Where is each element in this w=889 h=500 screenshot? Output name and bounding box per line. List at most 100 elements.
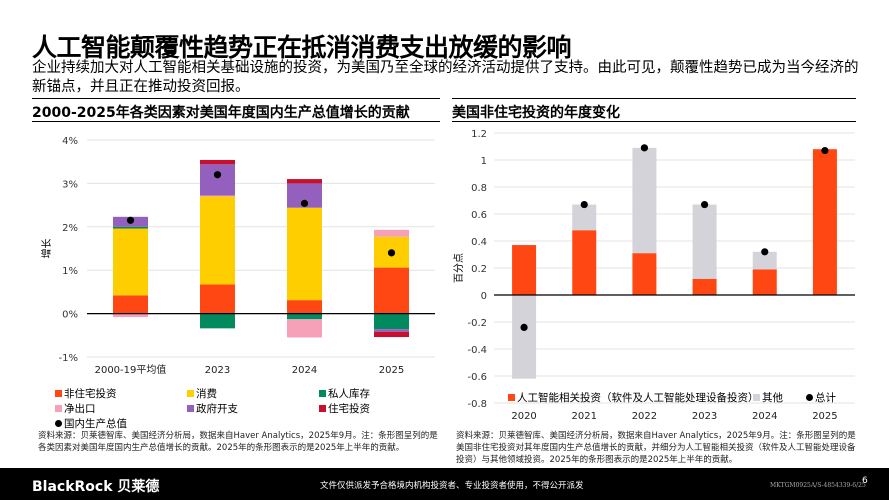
bar-segment — [200, 195, 235, 197]
bar-segment — [200, 159, 235, 165]
y-tick-label: 0 — [481, 291, 487, 302]
bar-segment — [113, 226, 148, 229]
bar-segment — [200, 164, 235, 196]
legend-label: 住宅投资 — [328, 403, 370, 415]
legend-label: 政府开支 — [196, 403, 238, 415]
total-point — [213, 171, 222, 179]
total-point — [821, 146, 829, 155]
y-tick-label: 0.2 — [471, 264, 487, 275]
bar-segment — [374, 331, 409, 338]
bar-segment — [287, 207, 322, 301]
y-tick-label: -0.2 — [467, 318, 487, 329]
brand-logo: BlackRock 贝莱德 — [32, 479, 160, 495]
bar-segment — [752, 269, 777, 295]
bar-segment — [632, 147, 657, 254]
y-tick-label: 1 — [481, 156, 487, 167]
y-tick-label: 4% — [62, 136, 78, 147]
bar-segment — [113, 313, 148, 318]
total-point — [300, 199, 309, 207]
legend-item: 非住宅投资 — [55, 386, 117, 401]
legend-label: 净出口 — [64, 403, 96, 415]
legend-item: 净出口 — [55, 401, 96, 416]
legend-label: 人工智能相关投资（软件及人工智能处理设备投资） — [517, 392, 759, 404]
legend-swatch — [319, 390, 326, 397]
charts-canvas: -1% 0% 1% 2% 3% 4% 2000-19平均值 2023 2024 2025 增长 -0.… — [40, 129, 855, 422]
x-tick-label: 2024 — [752, 411, 777, 422]
bar-segment — [287, 300, 322, 314]
page-subtitle: 企业持续加大对人工智能相关基础设施的投资，为美国乃至全球的经济活动提供了支持。由… — [32, 60, 859, 95]
legend-swatch — [753, 394, 760, 401]
bar-segment — [374, 329, 409, 332]
bar-segment — [752, 251, 777, 270]
x-tick-label: 2025 — [379, 365, 404, 376]
x-tick-label: 2025 — [812, 411, 837, 422]
legend-dot — [806, 394, 813, 401]
x-tick-label: 2000-19平均值 — [95, 363, 167, 376]
bar-segment — [113, 228, 148, 296]
bar-segment — [200, 284, 235, 314]
disclaimer: 文件仅供派发予合格境内机构投资者、专业投资者使用，不得公开派发 — [320, 481, 584, 491]
y-tick-label: -0.8 — [467, 399, 487, 410]
y-tick-label: -0.6 — [467, 372, 487, 383]
total-point — [640, 144, 649, 152]
x-tick-label: 2022 — [632, 411, 657, 422]
total-point — [700, 200, 709, 209]
bar-segment — [200, 196, 235, 285]
legend-swatch — [187, 405, 194, 412]
y-tick-label: -0.4 — [467, 345, 487, 356]
legend-swatch — [55, 405, 62, 412]
legend-item: 其他 — [753, 390, 783, 405]
x-tick-label: 2024 — [292, 365, 317, 376]
total-point — [580, 200, 588, 209]
total-point — [520, 323, 528, 331]
y-tick-label: 1% — [62, 266, 78, 277]
legend-item: 消费 — [187, 386, 217, 401]
legend-item: 总计 — [806, 390, 836, 405]
legend-label: 其他 — [762, 392, 783, 404]
y-tick-label: -1% — [59, 353, 78, 364]
chart2-source: 资料来源：贝莱德智库、美国经济分析局，数据来自Haver Analytics，2… — [456, 431, 856, 465]
legend-swatch — [55, 390, 62, 397]
legend-swatch — [319, 405, 326, 412]
bar-segment — [692, 204, 717, 279]
x-tick-label: 2023 — [205, 365, 230, 376]
y-tick-label: 1.2 — [471, 129, 487, 140]
legend-item: 私人库存 — [319, 386, 370, 401]
legend-swatch — [508, 394, 515, 401]
x-tick-label: 2021 — [572, 411, 597, 422]
bar-segment — [287, 179, 322, 184]
page-number: 6 — [862, 476, 868, 486]
legend-item: 人工智能相关投资（软件及人工智能处理设备投资） — [508, 390, 759, 405]
legend-label: 私人库存 — [328, 388, 370, 400]
legend-item: 国内生产总值 — [55, 416, 127, 431]
bar-segment — [692, 278, 717, 295]
legend-dot — [55, 420, 62, 427]
legend-item: 住宅投资 — [319, 401, 370, 416]
bar-segment — [200, 313, 235, 329]
chart1-source: 资料来源：贝莱德智库、美国经济分析局，数据来自Haver Analytics，2… — [38, 431, 438, 453]
y-tick-label: 0.8 — [471, 183, 487, 194]
bar-segment — [374, 313, 409, 330]
bar-segment — [812, 149, 837, 295]
legend-item: 政府开支 — [187, 401, 238, 416]
bar-segment — [512, 245, 537, 295]
x-tick-label: 2020 — [511, 411, 536, 422]
total-point — [761, 248, 769, 256]
bar-segment — [374, 229, 409, 237]
x-tick-label: 2023 — [692, 411, 717, 422]
total-point — [387, 249, 396, 257]
total-point — [126, 216, 135, 224]
compliance-code: MKTGM0925A/S-4854339-6/25 — [770, 482, 866, 489]
legend-label: 消费 — [196, 388, 217, 400]
legend-swatch — [187, 390, 194, 397]
legend-label: 国内生产总值 — [64, 418, 127, 430]
chart2-title: 美国非住宅投资的年度变化 — [452, 98, 856, 122]
legend-label: 非住宅投资 — [64, 388, 117, 400]
bar-segment — [512, 295, 537, 379]
footer: BlackRock 贝莱德 文件仅供派发予合格境内机构投资者、专业投资者使用，不… — [0, 468, 889, 500]
page-title: 人工智能颠覆性趋势正在抵消消费支出放缓的影响 — [32, 33, 572, 62]
chart1-title: 2000-2025年各类因素对美国年度国内生产总值增长的贡献 — [32, 98, 440, 122]
y-tick-label: 0.6 — [471, 210, 487, 221]
y-tick-label: 2% — [62, 223, 78, 234]
y-axis-label: 增长 — [40, 239, 53, 259]
